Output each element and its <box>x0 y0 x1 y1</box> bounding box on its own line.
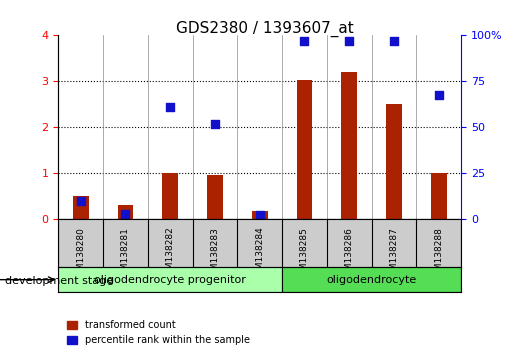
Point <box>390 38 398 44</box>
Text: oligodendrocyte progenitor: oligodendrocyte progenitor <box>94 275 246 285</box>
Text: GSM138284: GSM138284 <box>255 227 264 281</box>
Text: GSM138280: GSM138280 <box>76 227 85 281</box>
Text: GSM138288: GSM138288 <box>434 227 443 281</box>
Bar <box>162 173 178 219</box>
Bar <box>297 80 312 219</box>
Point <box>76 198 85 204</box>
Text: GSM138286: GSM138286 <box>344 227 354 281</box>
Bar <box>73 196 89 219</box>
Point <box>211 121 219 127</box>
Point <box>121 211 130 217</box>
Bar <box>431 173 447 219</box>
Text: GDS2380 / 1393607_at: GDS2380 / 1393607_at <box>176 21 354 38</box>
FancyBboxPatch shape <box>282 267 461 292</box>
Legend: transformed count, percentile rank within the sample: transformed count, percentile rank withi… <box>63 316 253 349</box>
Bar <box>252 211 268 219</box>
Point <box>255 212 264 218</box>
Text: GSM138281: GSM138281 <box>121 227 130 281</box>
Text: GSM138283: GSM138283 <box>210 227 219 281</box>
Bar <box>207 175 223 219</box>
Bar <box>386 104 402 219</box>
Point <box>300 38 308 44</box>
FancyBboxPatch shape <box>58 267 282 292</box>
Bar <box>118 205 133 219</box>
Text: GSM138282: GSM138282 <box>166 227 175 281</box>
Text: development stage: development stage <box>5 276 113 286</box>
Point <box>345 38 354 44</box>
Point <box>435 92 443 98</box>
Bar <box>341 72 357 219</box>
Text: GSM138287: GSM138287 <box>390 227 399 281</box>
Point <box>166 104 174 110</box>
Text: GSM138285: GSM138285 <box>300 227 309 281</box>
Text: oligodendrocyte: oligodendrocyte <box>326 275 417 285</box>
